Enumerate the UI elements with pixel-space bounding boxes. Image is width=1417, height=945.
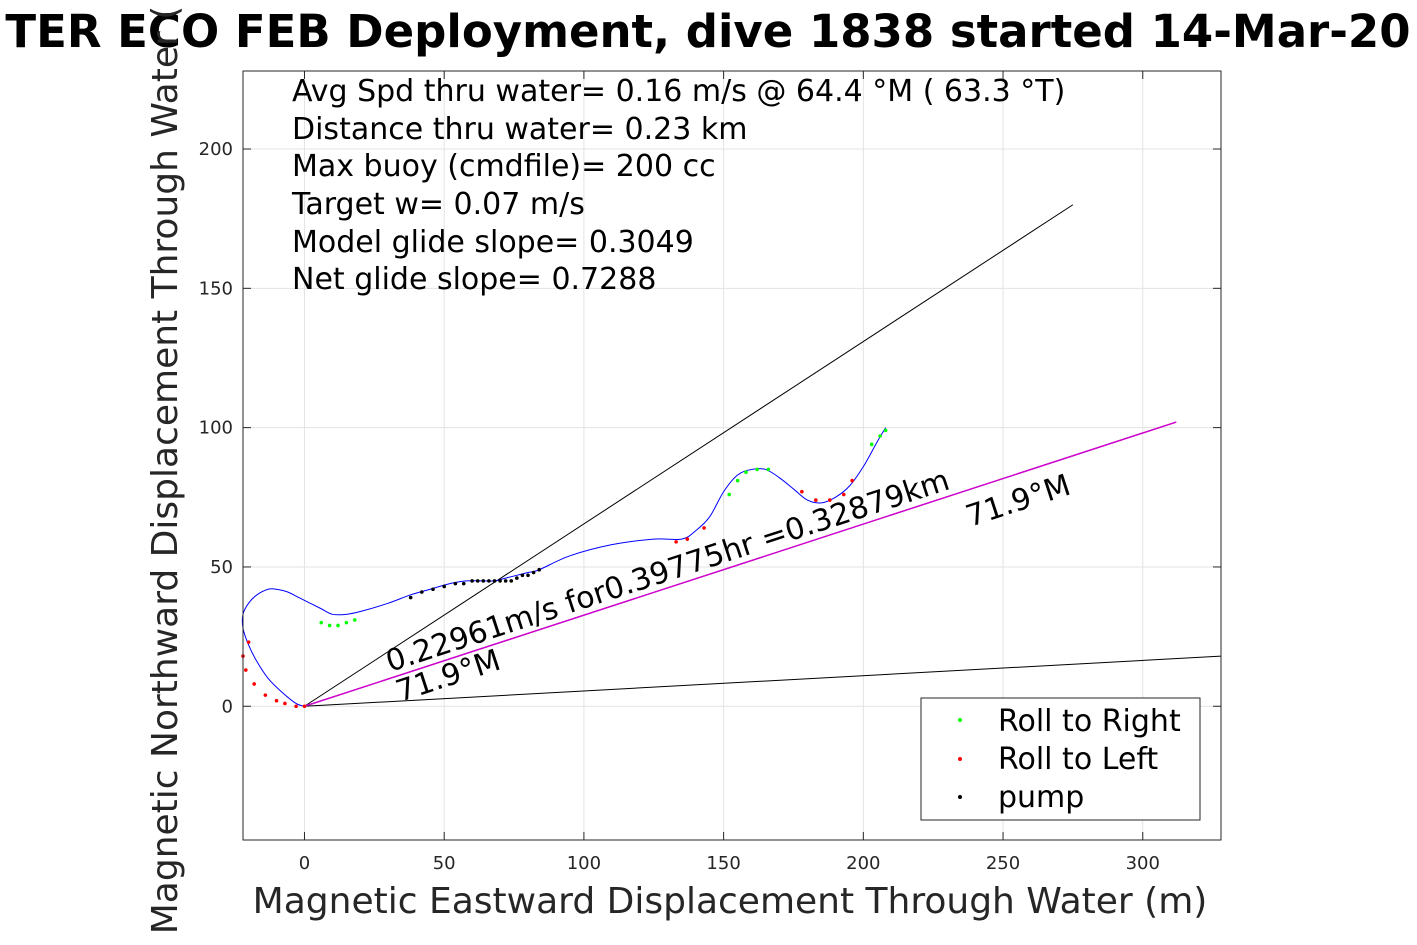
legend: Roll to Right Roll to Left pump (920, 697, 1201, 821)
roll-left-point (302, 704, 307, 709)
chart-title: TER ECO FEB Deployment, dive 1838 starte… (5, 5, 1410, 58)
pump-point (509, 579, 514, 583)
roll-left-point (246, 640, 251, 644)
pump-point (408, 595, 413, 600)
pump-point (492, 579, 497, 583)
annotation-model-glide: Model glide slope= 0.3049 (292, 225, 694, 260)
pump-point (520, 573, 525, 578)
legend-label-roll-left: Roll to Left (998, 742, 1158, 777)
roll-left-point (828, 498, 832, 502)
pump-point (420, 590, 424, 594)
tick-labels: 0 50 100 150 200 250 300 0 50 100 150 200 (199, 71, 1221, 874)
roll-right-point (755, 467, 759, 472)
roll-left-point (294, 704, 298, 709)
roll-right-point (336, 623, 340, 628)
y-tick-label: 0 (222, 696, 233, 717)
roll-left-point (841, 492, 846, 497)
x-tick-label: 150 (706, 853, 740, 874)
pump-point (487, 579, 491, 583)
pump-point (526, 573, 530, 578)
roll-left-point (800, 489, 804, 494)
legend-box (920, 697, 1201, 821)
annotation-max-buoy: Max buoy (cmdfile)= 200 cc (292, 149, 716, 184)
roll-left-point (283, 701, 287, 706)
legend-label-roll-right: Roll to Right (998, 704, 1181, 739)
reference-line (304, 421, 1177, 707)
legend-marker-roll-right (958, 718, 962, 722)
pump-point (498, 579, 502, 583)
pump-point (461, 581, 466, 586)
legend-marker-pump (958, 795, 962, 799)
roll-right-point (319, 620, 324, 625)
x-tick-label: 200 (846, 853, 880, 874)
annotation-net-glide: Net glide slope= 0.7288 (292, 262, 656, 297)
x-tick-label: 100 (567, 853, 601, 874)
y-axis-label: Magnetic Northward Displacement Through … (145, 6, 186, 935)
roll-right-point (883, 428, 888, 433)
roll-right-point (344, 620, 349, 625)
annotation-block: Avg Spd thru water= 0.16 m/s @ 64.4 °M (… (291, 74, 1065, 297)
pump-point (431, 587, 435, 592)
pump-point (515, 576, 519, 580)
data-points (241, 428, 888, 709)
roll-left-point (243, 668, 248, 672)
annotation-target-w: Target w= 0.07 m/s (291, 187, 585, 222)
roll-left-point (814, 498, 818, 502)
legend-marker-roll-left (958, 757, 962, 761)
roll-right-point (727, 492, 732, 497)
pump-point (442, 584, 446, 589)
roll-left-point (263, 693, 268, 697)
pump-point (453, 581, 458, 586)
roll-left-point (702, 526, 706, 530)
roll-left-point (850, 478, 854, 483)
plot-frame (242, 70, 1222, 841)
reference-lines (304, 204, 1222, 707)
roll-right-point (327, 623, 332, 628)
pump-point (481, 579, 486, 583)
roll-left-point (685, 537, 690, 541)
y-tick-label: 150 (199, 278, 233, 299)
x-tick-label: 0 (299, 853, 310, 874)
roll-right-point (878, 434, 882, 438)
pump-point (470, 579, 474, 583)
reference-line (304, 204, 1074, 707)
roll-right-point (352, 618, 357, 622)
roll-left-point (274, 698, 279, 703)
x-tick-label: 250 (986, 853, 1020, 874)
x-tick-label: 50 (433, 853, 456, 874)
roll-left-point (674, 540, 678, 544)
pump-point (475, 579, 480, 583)
annotation-distance: Distance thru water= 0.23 km (292, 112, 747, 147)
pump-point (503, 579, 508, 583)
reference-line (304, 655, 1222, 707)
roll-left-point (252, 682, 256, 686)
roll-right-point (869, 442, 874, 447)
y-tick-label: 100 (199, 418, 233, 439)
legend-label-pump: pump (998, 780, 1084, 815)
pump-point (537, 567, 541, 572)
x-tick-label: 300 (1126, 853, 1160, 874)
x-axis-label: Magnetic Eastward Displacement Through W… (253, 881, 1208, 922)
roll-right-point (766, 467, 771, 472)
y-tick-label: 200 (199, 139, 233, 160)
pump-point (531, 570, 536, 575)
roll-right-point (735, 478, 740, 483)
annotation-avg-speed: Avg Spd thru water= 0.16 m/s @ 64.4 °M (… (292, 74, 1065, 109)
roll-right-point (744, 470, 748, 475)
y-tick-label: 50 (210, 557, 233, 578)
